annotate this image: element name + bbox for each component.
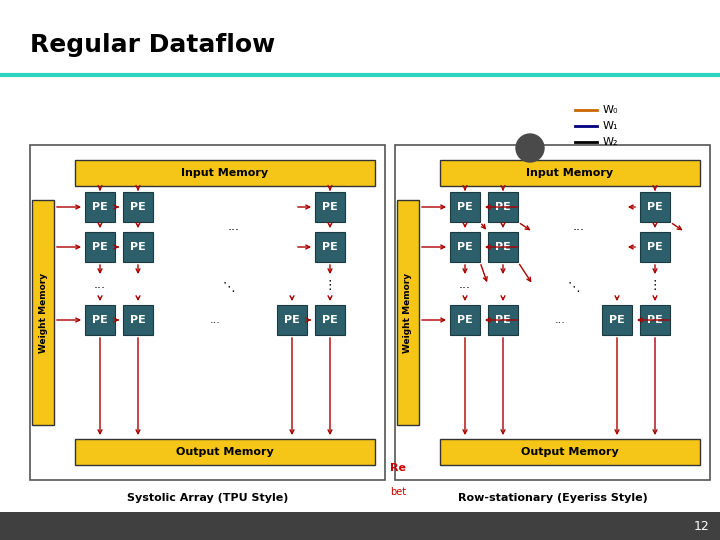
Text: PE: PE: [647, 202, 663, 212]
Bar: [488, 232, 518, 262]
Bar: [440, 439, 700, 465]
Text: PE: PE: [457, 202, 473, 212]
Bar: [32, 200, 54, 425]
Text: Re: Re: [390, 463, 406, 473]
Text: ⋱: ⋱: [222, 280, 235, 294]
Text: PE: PE: [92, 315, 108, 325]
Bar: [85, 192, 115, 222]
Text: PE: PE: [457, 242, 473, 252]
Bar: [450, 232, 480, 262]
Text: PE: PE: [647, 315, 663, 325]
Text: PE: PE: [130, 202, 146, 212]
Text: W₂: W₂: [603, 137, 618, 147]
Text: PE: PE: [495, 202, 511, 212]
Text: Regular Dataflow: Regular Dataflow: [30, 33, 275, 57]
Text: Output Memory: Output Memory: [521, 447, 619, 457]
Bar: [395, 145, 710, 480]
Text: PE: PE: [322, 242, 338, 252]
Text: 12: 12: [694, 519, 710, 532]
Text: Input Memory: Input Memory: [526, 168, 613, 178]
Bar: [640, 305, 670, 335]
Bar: [488, 192, 518, 222]
Text: PE: PE: [457, 315, 473, 325]
Bar: [602, 305, 632, 335]
Bar: [85, 232, 115, 262]
Text: Systolic Array (TPU Style): Systolic Array (TPU Style): [127, 493, 288, 503]
Text: ...: ...: [228, 220, 240, 233]
Text: ⋱: ⋱: [568, 280, 580, 294]
Bar: [123, 192, 153, 222]
Text: PE: PE: [322, 315, 338, 325]
Text: PE: PE: [609, 315, 625, 325]
Bar: [488, 305, 518, 335]
Text: PE: PE: [495, 242, 511, 252]
Text: ⋮: ⋮: [649, 279, 661, 292]
Bar: [123, 305, 153, 335]
Text: ...: ...: [459, 279, 471, 292]
Text: PE: PE: [130, 242, 146, 252]
Bar: [75, 439, 375, 465]
Bar: [450, 305, 480, 335]
Bar: [315, 232, 345, 262]
Text: PE: PE: [130, 315, 146, 325]
Bar: [640, 192, 670, 222]
Bar: [397, 200, 419, 425]
Text: PE: PE: [495, 315, 511, 325]
Text: Weight Memory: Weight Memory: [38, 273, 48, 353]
Text: ...: ...: [210, 315, 220, 325]
Circle shape: [516, 134, 544, 162]
Text: PE: PE: [647, 242, 663, 252]
Text: Input Memory: Input Memory: [181, 168, 269, 178]
Text: ...: ...: [554, 315, 565, 325]
Text: W₁: W₁: [603, 121, 618, 131]
Bar: [640, 232, 670, 262]
Text: Output Memory: Output Memory: [176, 447, 274, 457]
Bar: [440, 160, 700, 186]
Bar: [123, 232, 153, 262]
Bar: [85, 305, 115, 335]
Text: Row-stationary (Eyeriss Style): Row-stationary (Eyeriss Style): [458, 493, 647, 503]
Text: Weight Memory: Weight Memory: [403, 273, 413, 353]
Bar: [30, 145, 385, 480]
Text: ⋮: ⋮: [324, 279, 336, 292]
Bar: [75, 160, 375, 186]
Text: W₀: W₀: [603, 105, 618, 115]
Bar: [315, 305, 345, 335]
Bar: [450, 192, 480, 222]
Text: ...: ...: [573, 220, 585, 233]
Text: bet: bet: [390, 487, 406, 497]
Text: PE: PE: [284, 315, 300, 325]
Bar: [0, 512, 720, 540]
Text: PE: PE: [322, 202, 338, 212]
Text: PE: PE: [92, 242, 108, 252]
Bar: [315, 192, 345, 222]
Bar: [277, 305, 307, 335]
Text: PE: PE: [92, 202, 108, 212]
Text: ...: ...: [94, 279, 106, 292]
